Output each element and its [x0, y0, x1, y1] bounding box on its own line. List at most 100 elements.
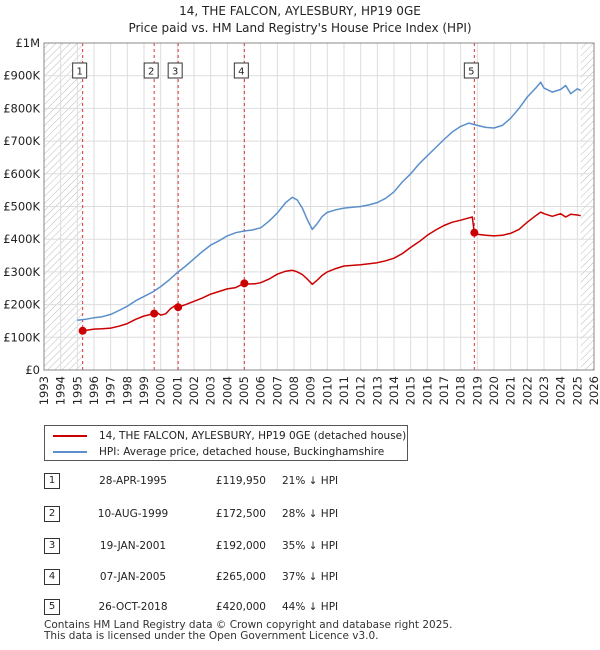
- sale-date: 07-JAN-2005: [99, 571, 167, 583]
- y-tick-label: £0: [25, 363, 40, 377]
- sale-marker-box: [72, 62, 88, 79]
- y-tick-label: £900K: [3, 69, 40, 83]
- y-tick-label: £800K: [3, 101, 40, 115]
- x-tick-label: 2004: [220, 376, 234, 405]
- price-chart: 1 2 3 4 5 £0 £100K £200K £300K £400K £500K £600K £7…: [3, 36, 600, 405]
- y-tick-label: £1M: [15, 36, 40, 50]
- x-tick-label: 1997: [104, 376, 118, 405]
- hpi-series-line: [77, 81, 582, 322]
- x-tick-label: 1995: [70, 376, 84, 405]
- y-tick-label: £500K: [3, 200, 40, 214]
- sale-marker-box: [233, 62, 249, 79]
- sale-point: [240, 279, 249, 288]
- x-tick-label: 2025: [570, 376, 584, 405]
- x-tick-label: 2007: [270, 376, 284, 405]
- y-tick-label: £700K: [3, 134, 40, 148]
- sale-marker-box: [167, 62, 183, 79]
- x-tick-label: 2020: [487, 376, 501, 405]
- sale-hpi-diff: 37% ↓ HPI: [282, 571, 339, 583]
- footer-attribution: Contains HM Land Registry data © Crown c…: [44, 620, 452, 642]
- sale-price: £119,950: [215, 475, 266, 487]
- sale-marker-label: 1: [76, 67, 82, 78]
- sale-hpi-diff: 35% ↓ HPI: [282, 540, 339, 552]
- x-tick-label: 2026: [587, 376, 600, 405]
- sale-number-badge: 3: [44, 538, 60, 554]
- sale-hpi-diff: 28% ↓ HPI: [282, 508, 339, 520]
- x-tick-label: 2019: [470, 376, 484, 405]
- x-tick-label: 2011: [337, 376, 351, 405]
- x-tick-label: 2021: [504, 376, 518, 405]
- sales-table-row: 1 28-APR-1995 £119,950 21% ↓ HPI: [44, 472, 424, 492]
- x-tick-label: 2014: [387, 376, 401, 405]
- footer-line2: This data is licensed under the Open Gov…: [44, 630, 379, 642]
- y-tick-label: £300K: [3, 265, 40, 279]
- sale-price: £420,000: [215, 601, 266, 613]
- x-tick-label: 2000: [154, 376, 168, 405]
- x-tick-label: 1999: [137, 376, 151, 405]
- x-tick-label: 2016: [420, 376, 434, 405]
- sale-date: 19-JAN-2001: [99, 540, 167, 552]
- sales-table-row: 4 07-JAN-2005 £265,000 37% ↓ HPI: [44, 568, 424, 588]
- sale-marker-box: [463, 62, 479, 79]
- chart-title: 14, THE FALCON, AYLESBURY, HP19 0GE Pric…: [0, 3, 600, 37]
- sale-date: 10-AUG-1999: [97, 508, 169, 520]
- footer-line1: Contains HM Land Registry data © Crown c…: [44, 619, 453, 631]
- x-tick-label: 2009: [304, 376, 318, 405]
- sale-hpi-diff: 44% ↓ HPI: [282, 601, 339, 613]
- legend: 14, THE FALCON, AYLESBURY, HP19 0GE (det…: [44, 425, 408, 461]
- x-tick-label: 2010: [320, 376, 334, 405]
- x-tick-label: 1996: [87, 376, 101, 405]
- sale-date: 28-APR-1995: [99, 475, 167, 487]
- x-tick-label: 1993: [37, 376, 51, 405]
- sale-marker-label: 4: [238, 67, 244, 78]
- sale-point: [150, 309, 159, 318]
- sales-table-row: 2 10-AUG-1999 £172,500 28% ↓ HPI: [44, 505, 424, 525]
- sale-point: [78, 326, 87, 335]
- price-paid-series-line: [82, 211, 581, 332]
- x-tick-label: 2017: [437, 376, 451, 405]
- legend-label-price-paid: 14, THE FALCON, AYLESBURY, HP19 0GE (det…: [99, 430, 407, 442]
- x-tick-label: 2013: [370, 376, 384, 405]
- x-tick-label: 2018: [454, 376, 468, 405]
- y-tick-label: £200K: [3, 298, 40, 312]
- sale-point: [470, 228, 479, 237]
- x-tick-label: 2005: [237, 376, 251, 405]
- chart-title-line2: Price paid vs. HM Land Registry's House …: [128, 21, 472, 35]
- x-tick-label: 1994: [54, 376, 68, 405]
- y-tick-label: £100K: [3, 330, 40, 344]
- legend-swatch-hpi: [53, 451, 87, 453]
- sale-number-badge: 4: [44, 569, 60, 585]
- x-tick-label: 2008: [287, 376, 301, 405]
- y-tick-label: £600K: [3, 167, 40, 181]
- y-tick-label: £400K: [3, 232, 40, 246]
- legend-swatch-price-paid: [53, 435, 87, 437]
- sale-point: [174, 303, 183, 312]
- sale-number-badge: 1: [44, 473, 60, 489]
- x-tick-label: 1998: [120, 376, 134, 405]
- sale-price: £172,500: [215, 508, 266, 520]
- sale-date: 26-OCT-2018: [98, 601, 168, 613]
- sales-table-row: 3 19-JAN-2001 £192,000 35% ↓ HPI: [44, 537, 424, 557]
- x-tick-label: 2001: [170, 376, 184, 405]
- x-tick-label: 2023: [537, 376, 551, 405]
- sales-table-row: 5 26-OCT-2018 £420,000 44% ↓ HPI: [44, 598, 424, 618]
- x-tick-label: 2006: [254, 376, 268, 405]
- sale-hpi-diff: 21% ↓ HPI: [282, 475, 339, 487]
- x-tick-label: 2012: [354, 376, 368, 405]
- sale-marker-label: 3: [172, 67, 178, 78]
- sale-number-badge: 5: [44, 599, 60, 615]
- plot-frame: [43, 42, 595, 371]
- chart-title-line1: 14, THE FALCON, AYLESBURY, HP19 0GE: [179, 4, 421, 18]
- legend-item-price-paid: 14, THE FALCON, AYLESBURY, HP19 0GE (det…: [53, 428, 406, 444]
- x-tick-label: 2002: [187, 376, 201, 405]
- x-tick-label: 2022: [520, 376, 534, 405]
- x-tick-label: 2024: [554, 376, 568, 405]
- legend-item-hpi: HPI: Average price, detached house, Buck…: [53, 444, 384, 460]
- x-tick-label: 2015: [404, 376, 418, 405]
- sale-marker-box: [143, 62, 159, 79]
- x-tick-label: 2003: [204, 376, 218, 405]
- sale-price: £192,000: [215, 540, 266, 552]
- sale-marker-label: 2: [148, 67, 154, 78]
- legend-label-hpi: HPI: Average price, detached house, Buck…: [99, 446, 385, 458]
- sale-marker-label: 5: [468, 67, 474, 78]
